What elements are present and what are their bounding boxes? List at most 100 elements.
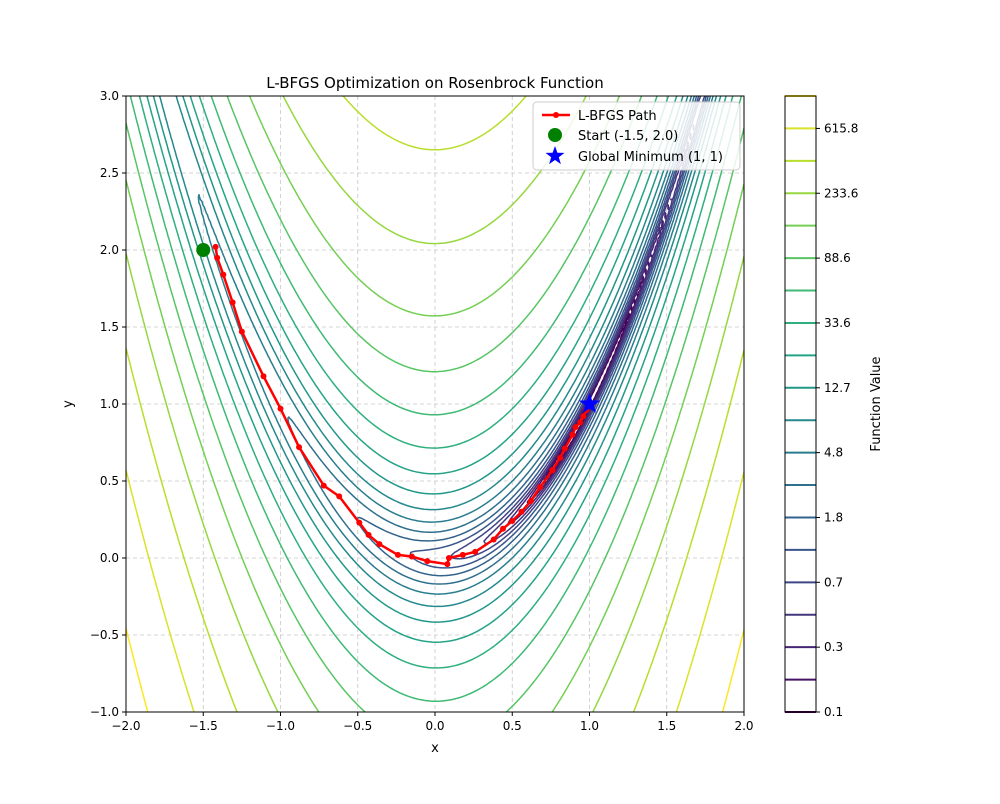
- contour-line: [126, 96, 744, 712]
- x-tick-label: −2.0: [111, 719, 140, 733]
- colorbar-tick-label: 0.1: [824, 705, 843, 719]
- y-axis-ticks: −1.0 −0.5 0.0 0.5 1.0 1.5 2.0 2.5 3.0: [90, 89, 126, 719]
- start-marker: [196, 243, 211, 257]
- y-tick-label: 1.0: [100, 397, 119, 411]
- lbfgs-path-point: [549, 467, 556, 474]
- x-axis-label: x: [431, 741, 439, 756]
- x-axis-ticks: −2.0 −1.5 −1.0 −0.5 0.0 0.5 1.0 1.5 2.0: [111, 712, 754, 733]
- lbfgs-path-point: [459, 551, 466, 558]
- lbfgs-path-point: [561, 445, 568, 452]
- lbfgs-path-point: [260, 373, 267, 380]
- x-tick-label: 1.5: [657, 719, 676, 733]
- global-minimum-star-icon: [579, 393, 600, 413]
- x-tick-label: 1.0: [580, 719, 599, 733]
- colorbar-tick-label: 233.6: [824, 186, 858, 200]
- legend-box: [532, 101, 741, 171]
- legend-entry-minimum: Global Minimum (1, 1): [545, 146, 723, 165]
- legend-minimum-star-icon: [545, 146, 565, 165]
- lbfgs-path-point: [408, 553, 415, 560]
- lbfgs-path-point: [472, 548, 479, 555]
- lbfgs-path-point: [394, 551, 401, 558]
- lbfgs-path-point: [238, 328, 245, 335]
- colorbar-tick-label: 1.8: [824, 510, 843, 524]
- lbfgs-path-point: [229, 299, 236, 306]
- y-tick-label: 2.5: [100, 166, 119, 180]
- lbfgs-path-point: [445, 555, 452, 561]
- colorbar-tick-label: 33.6: [824, 316, 851, 330]
- y-tick-label: 2.0: [100, 243, 119, 257]
- x-tick-label: 0.0: [425, 719, 444, 733]
- grid-layer: [125, 95, 745, 713]
- lbfgs-path-point: [490, 536, 497, 543]
- y-axis-label: y: [61, 400, 76, 408]
- lbfgs-path-point: [220, 271, 227, 278]
- colorbar-tick-label: 88.6: [824, 251, 851, 265]
- colorbar-tick-label: 0.3: [824, 640, 843, 654]
- lbfgs-path-point: [296, 444, 303, 451]
- chart-title: L-BFGS Optimization on Rosenbrock Functi…: [266, 74, 604, 92]
- legend-label-start: Start (-1.5, 2.0): [578, 129, 678, 144]
- contour-line: [287, 96, 712, 585]
- marker-layer: [196, 243, 600, 413]
- lbfgs-path-point: [577, 419, 584, 426]
- y-tick-label: −1.0: [90, 705, 119, 719]
- lbfgs-path-point: [214, 254, 221, 261]
- lbfgs-path-point: [444, 561, 451, 568]
- colorbar-tick-label: 615.8: [824, 121, 858, 135]
- lbfgs-path-point: [499, 525, 506, 532]
- colorbar: 0.1 0.3 0.7 1.8 4.8 12.7 33.6 88.6 233.6 615.8 Fu…: [784, 95, 884, 719]
- lbfgs-path-point: [537, 484, 544, 491]
- lbfgs-path-point: [424, 558, 431, 565]
- colorbar-frame: [784, 95, 817, 713]
- legend-path-marker: [553, 112, 559, 118]
- lbfgs-path-point: [277, 405, 284, 412]
- y-tick-label: 0.5: [100, 474, 119, 488]
- contour-line: [129, 96, 743, 702]
- contour-line: [483, 124, 695, 545]
- x-tick-label: 0.5: [503, 719, 522, 733]
- colorbar-bg: [785, 96, 816, 712]
- lbfgs-path-point: [320, 482, 327, 489]
- legend-start-marker: [548, 128, 562, 142]
- legend-label-path: L-BFGS Path: [578, 109, 657, 124]
- lbfgs-path-point: [365, 531, 372, 538]
- lbfgs-path-point: [509, 518, 516, 525]
- lbfgs-path-point: [212, 243, 219, 250]
- colorbar-tick-label: 0.7: [824, 575, 843, 589]
- x-tick-label: −1.5: [189, 719, 218, 733]
- lbfgs-path-point: [518, 508, 525, 515]
- colorbar-ticks: 0.1 0.3 0.7 1.8 4.8 12.7 33.6 88.6 233.6 615.8: [816, 121, 858, 719]
- y-tick-label: 0.0: [100, 551, 119, 565]
- contour-line: [126, 96, 744, 712]
- contour-line: [126, 469, 744, 712]
- path-layer: [212, 243, 593, 568]
- colorbar-label: Function Value: [869, 356, 884, 451]
- lbfgs-path-point: [580, 413, 587, 420]
- colorbar-tick-label: 4.8: [824, 446, 843, 460]
- legend: L-BFGS Path Start (-1.5, 2.0) Global Min…: [532, 101, 741, 171]
- contour-line: [126, 96, 744, 712]
- contour-line: [197, 96, 714, 595]
- legend-entry-path: L-BFGS Path: [542, 109, 657, 124]
- x-tick-label: −1.0: [266, 719, 295, 733]
- y-tick-label: −0.5: [90, 628, 119, 642]
- contour-line: [126, 627, 744, 712]
- lbfgs-path-point: [336, 493, 343, 500]
- lbfgs-path-point: [572, 424, 579, 431]
- lbfgs-path-point: [376, 541, 383, 548]
- legend-entry-start: Start (-1.5, 2.0): [548, 128, 678, 144]
- legend-label-minimum: Global Minimum (1, 1): [578, 150, 723, 165]
- contour-line: [146, 96, 727, 643]
- colorbar-tick-label: 12.7: [824, 381, 851, 395]
- x-tick-label: −0.5: [343, 719, 372, 733]
- lbfgs-path-point: [569, 431, 576, 438]
- lbfgs-path-point: [356, 519, 363, 526]
- y-tick-label: 3.0: [100, 89, 119, 103]
- contour-line: [126, 96, 744, 712]
- lbfgs-path-point: [557, 454, 564, 461]
- x-tick-label: 2.0: [734, 719, 753, 733]
- y-tick-label: 1.5: [100, 320, 119, 334]
- lbfgs-path-point: [527, 498, 534, 505]
